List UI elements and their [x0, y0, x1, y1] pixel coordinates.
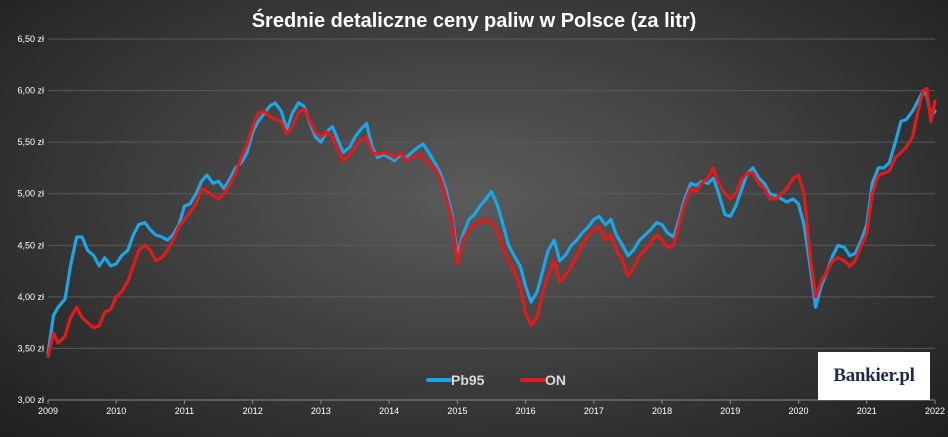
y-tick-label: 4,00 zł — [17, 292, 44, 302]
x-tick-label: 2010 — [106, 406, 126, 416]
legend-label-on: ON — [545, 372, 566, 388]
y-tick-label: 4,50 zł — [17, 240, 44, 250]
x-tick-label: 2016 — [516, 406, 536, 416]
x-tick-label: 2018 — [652, 406, 672, 416]
x-tick-label: 2015 — [447, 406, 467, 416]
x-tick-label: 2014 — [379, 406, 399, 416]
x-tick-label: 2017 — [584, 406, 604, 416]
legend: Pb95 ON — [426, 372, 566, 388]
x-tick-label: 2011 — [175, 406, 194, 416]
legend-label-pb95: Pb95 — [451, 372, 485, 388]
bankier-logo: Bankier.pl — [818, 352, 930, 400]
y-tick-label: 5,50 zł — [17, 137, 44, 147]
series-line-on — [46, 86, 937, 359]
x-tick-label: 2021 — [857, 406, 877, 416]
y-tick-label: 6,00 zł — [17, 86, 44, 96]
y-tick-label: 3,00 zł — [17, 395, 44, 405]
series-lines — [46, 86, 937, 359]
series-line-pb95 — [46, 89, 937, 356]
y-tick-label: 6,50 zł — [17, 34, 44, 44]
x-tick-label: 2020 — [789, 406, 809, 416]
x-tick-label: 2022 — [925, 406, 945, 416]
y-tick-label: 5,00 zł — [17, 189, 44, 199]
x-tick-label: 2019 — [720, 406, 740, 416]
chart-title: Średnie detaliczne ceny paliw w Polsce (… — [252, 8, 697, 32]
x-tick-label: 2009 — [38, 406, 58, 416]
x-tick-label: 2013 — [311, 406, 331, 416]
y-axis-ticks: 3,00 zł 3,50 zł 4,00 zł 4,50 zł 5,00 zł 5,50 … — [17, 34, 44, 405]
x-axis-ticks: 2009 2010 2011 2012 2013 2014 2015 2016 2017 2018… — [38, 400, 945, 416]
logo-text: Bankier.pl — [833, 365, 915, 386]
x-tick-label: 2012 — [243, 406, 263, 416]
y-tick-label: 3,50 zł — [17, 343, 44, 353]
